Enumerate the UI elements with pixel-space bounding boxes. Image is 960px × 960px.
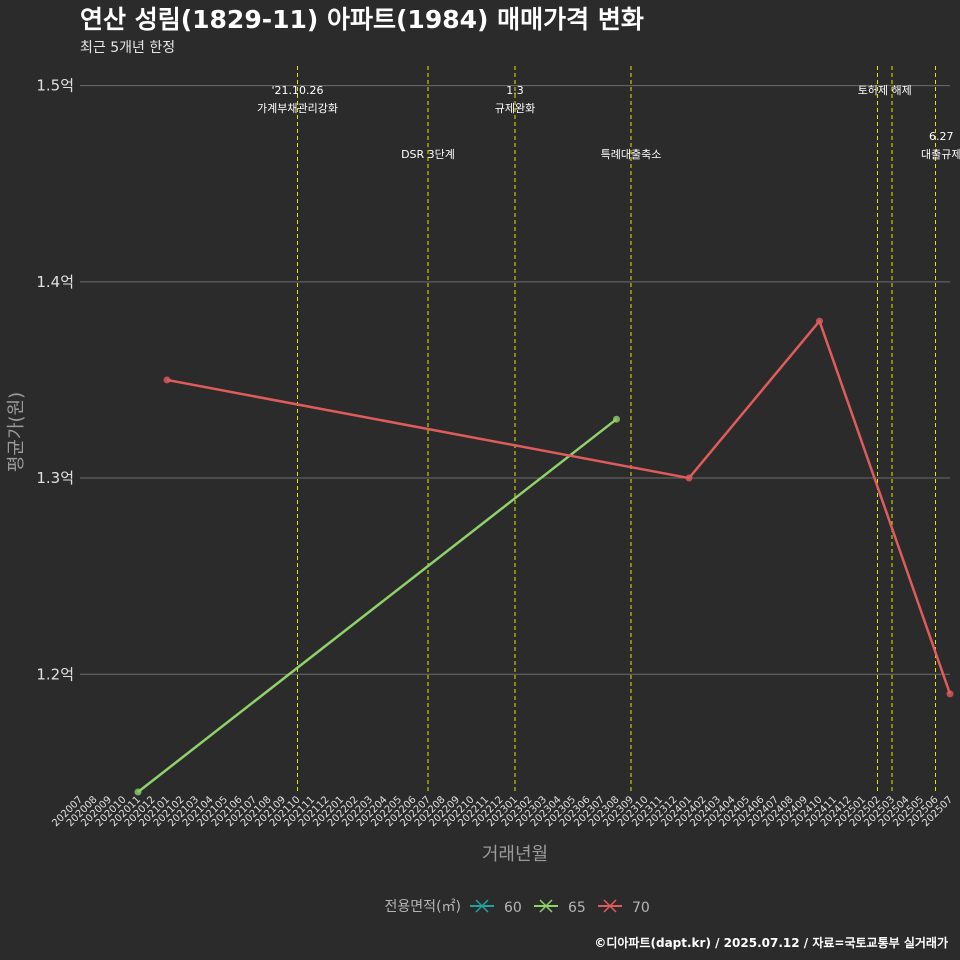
y-tick-label: 1.4억: [36, 273, 74, 291]
event-label: 1.3: [506, 84, 524, 97]
event-label: 가계부채관리강화: [257, 102, 338, 115]
legend-item-label: 65: [568, 900, 586, 916]
legend-swatch-mark: [603, 899, 617, 913]
legend-item-label: 60: [504, 900, 522, 916]
event-label: '21.10.26: [271, 84, 323, 97]
legend-item-label: 70: [632, 900, 650, 916]
gridlines: [80, 85, 950, 675]
data-point: [134, 788, 142, 796]
event-label: 토허제 해제: [858, 83, 912, 97]
data-point: [613, 415, 620, 423]
legend-swatch-mark: [539, 899, 553, 913]
data-point: [685, 474, 693, 482]
legend-title: 전용면적(㎡): [385, 899, 461, 915]
chart-subtitle: 최근 5개년 한정: [80, 40, 175, 56]
legend: 전용면적(㎡) 60 65 70: [385, 899, 650, 916]
event-label: 규제완화: [495, 102, 535, 115]
data-point: [946, 690, 954, 698]
event-label: 특례대출축소: [601, 148, 662, 161]
chart-title: 연산 성림(1829-11) 아파트(1984) 매매가격 변화: [80, 5, 644, 34]
legend-swatch-mark: [475, 899, 489, 913]
event-label: 6.27: [929, 130, 954, 143]
x-axis-title: 거래년월: [482, 844, 548, 865]
source-caption: ©디아파트(dapt.kr) / 2025.07.12 / 자료=국토교통부 실…: [594, 935, 948, 950]
series-line-65: [137, 418, 618, 793]
data-point: [816, 317, 823, 325]
y-axis-ticks: 1.2억 1.3억 1.4억 1.5억: [36, 77, 74, 684]
event-label: 대출규제: [921, 148, 960, 161]
y-tick-label: 1.2억: [36, 665, 74, 683]
y-tick-label: 1.3억: [36, 469, 74, 487]
x-axis-ticks: 2020072020082020092020102020112020122021…: [50, 794, 955, 829]
y-tick-label: 1.5억: [36, 77, 74, 95]
y-axis-title: 평균가(원): [6, 392, 27, 472]
series-line-70: [166, 319, 952, 695]
data-point: [163, 376, 171, 384]
series-lines: [134, 317, 954, 796]
event-label: DSR 3단계: [401, 148, 455, 161]
